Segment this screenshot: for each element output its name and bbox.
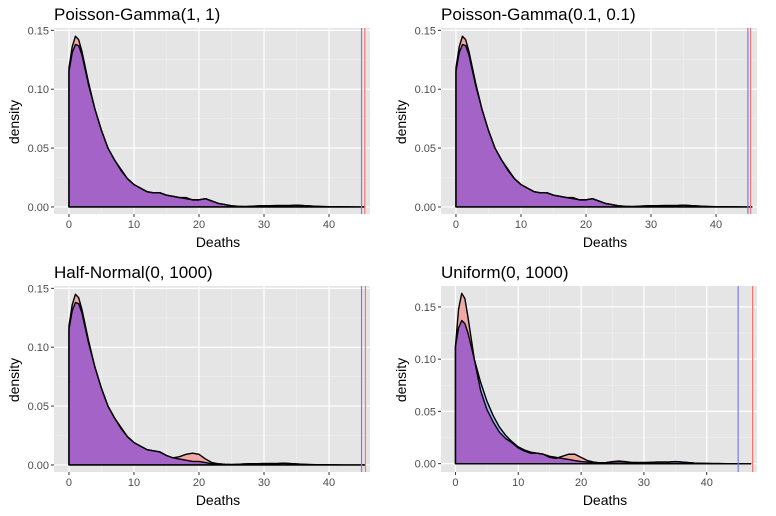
y-tick-label: 0.15	[415, 302, 436, 314]
x-tick-label: 40	[701, 477, 713, 489]
panel-half-normal: Half-Normal(0, 1000) 0 10 20 30 40 0.00 0.05 0.…	[6, 263, 370, 508]
density-area-overlap	[68, 44, 365, 207]
y-tick-label: 0.05	[28, 401, 49, 413]
density-outline-blue	[68, 301, 366, 466]
density-area-overlap	[68, 302, 365, 465]
x-tick-label: 30	[258, 477, 270, 489]
panel-title: Poisson-Gamma(1, 1)	[54, 5, 220, 24]
y-axis-label: density	[6, 358, 22, 402]
x-tick-label: 0	[66, 477, 72, 489]
panel-poisson-gamma-1-1: Poisson-Gamma(1, 1) 0 10 20 30 40 0.00 0.05 0.1…	[6, 5, 370, 250]
y-axis-label: density	[6, 100, 22, 144]
plot-area: 0 10 20 30 40 0.00 0.05 0.10 0.15	[415, 286, 757, 489]
y-tick-label: 0.05	[415, 406, 436, 418]
y-tick-label: 0.10	[28, 84, 49, 96]
x-tick-label: 20	[193, 219, 205, 231]
density-outline-blue	[68, 43, 366, 208]
plot-area: 0 10 20 30 40 0.00 0.05 0.10 0.15	[28, 25, 370, 231]
y-tick-label: 0.00	[28, 202, 49, 214]
y-tick-label: 0.10	[28, 342, 49, 354]
x-tick-label: 10	[512, 477, 524, 489]
x-axis-label: Deaths	[583, 234, 627, 250]
plot-area: 0 10 20 30 40 0.00 0.05 0.10 0.15	[28, 283, 370, 489]
x-tick-label: 40	[323, 477, 335, 489]
x-tick-label: 10	[128, 477, 140, 489]
y-tick-label: 0.00	[415, 459, 436, 471]
panel-poisson-gamma-0-1: Poisson-Gamma(0.1, 0.1) 0 10 20 30 40 0.00 0.0…	[393, 5, 757, 250]
y-tick-label: 0.15	[28, 283, 49, 295]
y-tick-label: 0.05	[28, 143, 49, 155]
x-tick-label: 30	[638, 477, 650, 489]
x-tick-label: 10	[128, 219, 140, 231]
x-tick-label: 0	[452, 477, 458, 489]
density-outline-blue	[455, 43, 753, 208]
y-axis-label: density	[393, 100, 409, 144]
x-tick-label: 30	[645, 219, 657, 231]
x-tick-label: 40	[323, 219, 335, 231]
x-tick-label: 20	[580, 219, 592, 231]
panel-title: Poisson-Gamma(0.1, 0.1)	[441, 5, 636, 24]
x-tick-label: 0	[453, 219, 459, 231]
x-tick-label: 30	[258, 219, 270, 231]
x-tick-label: 0	[66, 219, 72, 231]
x-tick-label: 20	[193, 477, 205, 489]
y-tick-label: 0.05	[415, 143, 436, 155]
x-axis-label: Deaths	[196, 492, 240, 508]
x-tick-label: 20	[575, 477, 587, 489]
x-tick-label: 10	[515, 219, 527, 231]
x-tick-label: 40	[710, 219, 722, 231]
plot-area: 0 10 20 30 40 0.00 0.05 0.10 0.15	[415, 25, 757, 231]
density-area-overlap	[455, 44, 752, 207]
panel-title: Uniform(0, 1000)	[441, 263, 569, 282]
y-tick-label: 0.15	[415, 25, 436, 37]
panel-uniform: Uniform(0, 1000) 0 10 20 30 40 0.00 0.05 0.10 0.…	[393, 263, 757, 508]
x-axis-label: Deaths	[583, 492, 627, 508]
density-outline-blue	[454, 319, 752, 465]
density-area-overlap	[455, 320, 751, 464]
x-axis-label: Deaths	[196, 234, 240, 250]
y-tick-label: 0.15	[28, 25, 49, 37]
y-tick-label: 0.10	[415, 354, 436, 366]
y-axis-label: density	[393, 358, 409, 402]
panel-title: Half-Normal(0, 1000)	[54, 263, 213, 282]
y-tick-label: 0.00	[415, 202, 436, 214]
y-tick-label: 0.10	[415, 84, 436, 96]
y-tick-label: 0.00	[28, 460, 49, 472]
